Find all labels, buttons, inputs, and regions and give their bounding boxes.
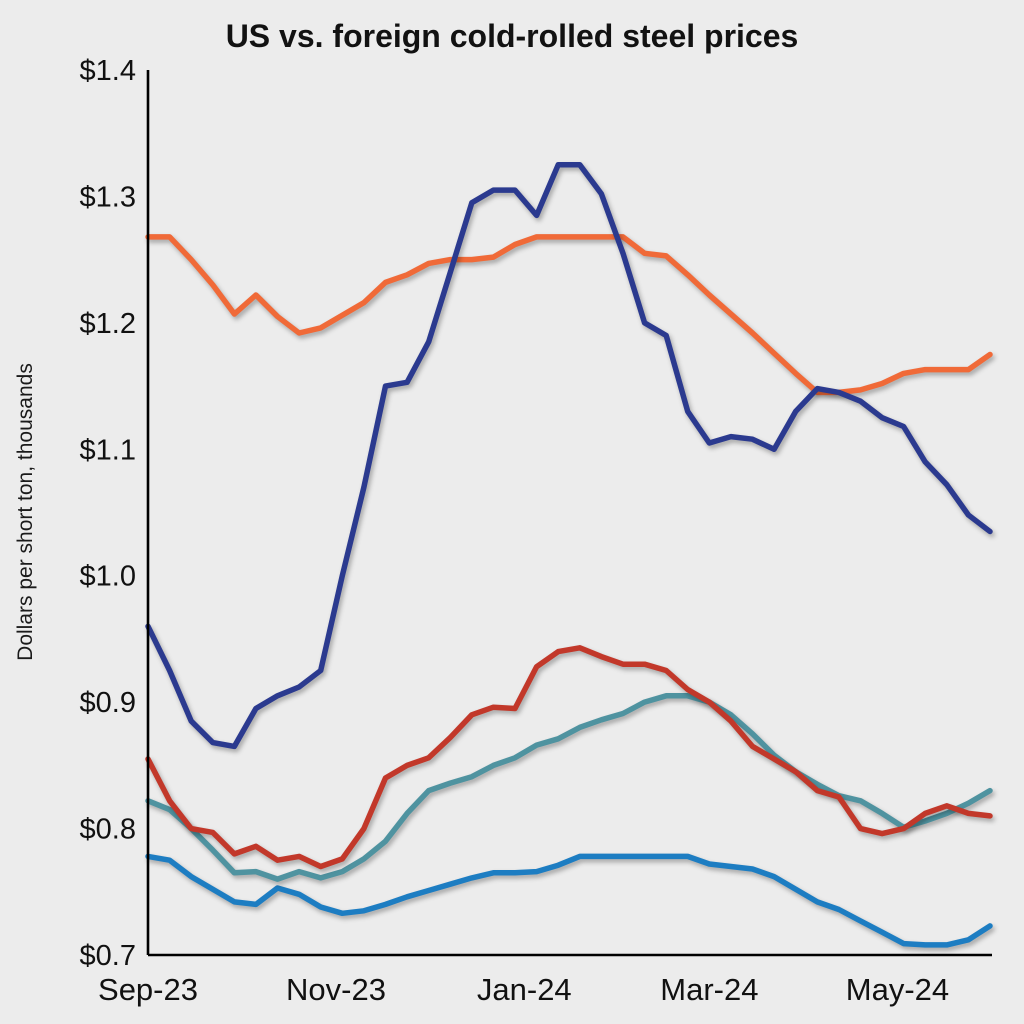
red-line [145,645,993,870]
orange-line [145,234,993,396]
y-tick-label: $1.4 [80,55,136,87]
y-tick-label: $0.7 [80,940,136,972]
x-tick-label: Mar-24 [660,972,758,1007]
x-tick-label: May-24 [846,972,949,1007]
light-blue-line [145,853,993,948]
x-tick-label: Nov-23 [286,972,386,1007]
y-tick-label: $1.2 [80,308,136,340]
teal-line [145,693,993,882]
chart-title: US vs. foreign cold-rolled steel prices [225,18,799,54]
y-tick-label: $1.1 [80,434,136,466]
y-tick-label: $0.8 [80,814,136,846]
x-tick-label: Jan-24 [477,972,572,1007]
y-tick-label: $1.0 [80,561,136,593]
dark-blue-line [145,162,993,750]
y-tick-label: $0.9 [80,687,136,719]
x-tick-label: Sep-23 [98,972,198,1007]
y-tick-label: $1.3 [80,181,136,213]
